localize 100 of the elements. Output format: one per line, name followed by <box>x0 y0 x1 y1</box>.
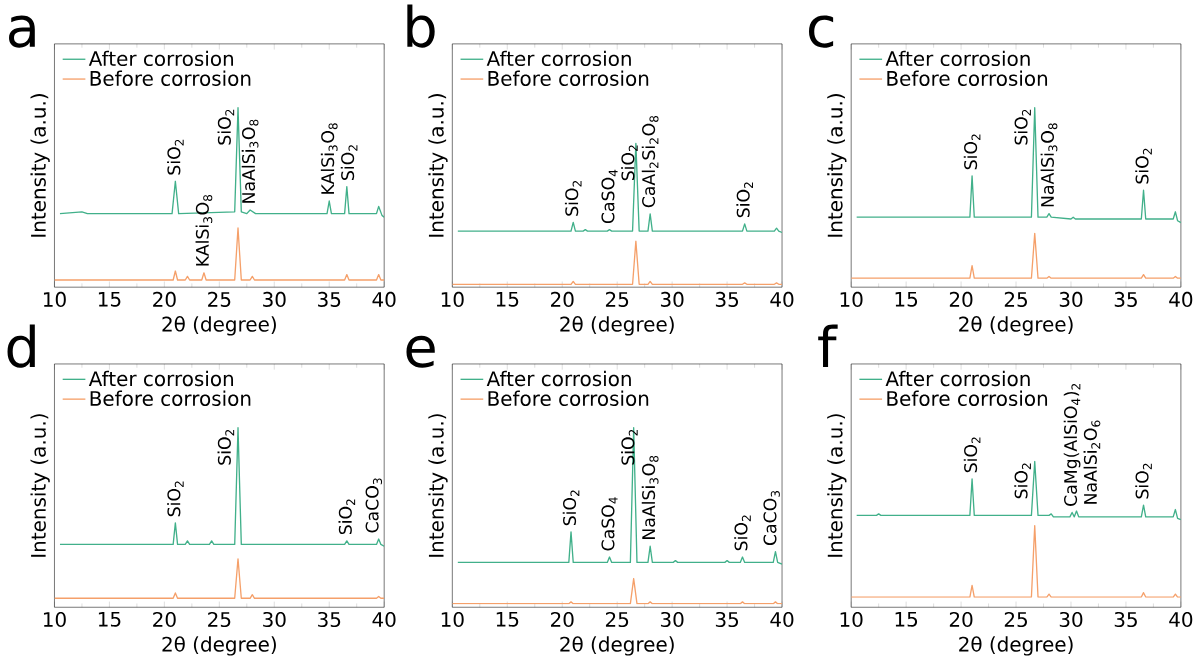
x-tick-label: 25 <box>605 611 629 627</box>
x-tick-label: 10 <box>840 611 863 627</box>
annotation: SiO$_{2}$ <box>217 429 235 465</box>
x-tick-label: 10 <box>840 291 863 307</box>
legend-label: After corrosion <box>486 370 631 387</box>
x-tick-label: 25 <box>605 291 629 307</box>
annotation: CaAl$_{2}$Si$_{2}$O$_{8}$ <box>641 115 659 208</box>
x-tick-label: 35 <box>318 291 341 307</box>
x-tick-label: 30 <box>1059 291 1083 307</box>
x-tick-label: 30 <box>660 611 684 627</box>
x-tick-label: 15 <box>98 611 121 627</box>
annotation: KAlSi$_{3}$O$_{8}$ <box>320 123 338 194</box>
x-tick-label: 20 <box>949 611 973 627</box>
annotation: SiO$_{2}$ <box>621 145 638 181</box>
x-tick-label: 20 <box>153 291 176 307</box>
chart-title: d <box>7 324 35 368</box>
x-tick-label: 25 <box>208 291 231 307</box>
x-axis-title: 2θ (degree) <box>162 636 276 656</box>
x-tick-label: 10 <box>441 611 464 627</box>
x-tick-label: 20 <box>153 611 176 627</box>
annotation: KAlSi$_{3}$O$_{8}$ <box>195 194 213 266</box>
x-tick-label: 25 <box>208 611 231 627</box>
annotation: SiO$_{2}$ <box>167 481 184 517</box>
y-axis-title: Intensity (a.u.) <box>827 414 847 557</box>
chart-title: b <box>407 4 435 48</box>
annotation: CaCO$_{3}$ <box>763 490 780 546</box>
annotation: SiO$_{2}$ <box>340 145 358 180</box>
annotation: NaAlSi$_{2}$O$_{6}$ <box>1083 420 1101 504</box>
y-axis-title: Intensity (a.u.) <box>428 94 448 237</box>
chart-title: e <box>406 335 435 368</box>
x-tick-label: 30 <box>263 611 286 627</box>
x-tick-label: 30 <box>263 291 286 307</box>
x-tick-label: 40 <box>1169 611 1193 627</box>
x-tick-label: 40 <box>770 291 794 307</box>
x-tick-label: 10 <box>43 291 66 307</box>
chart-title: f <box>818 324 838 367</box>
legend-label: Before corrosion <box>90 70 251 86</box>
annotation: NaAlSi$_{3}$O$_{8}$ <box>641 455 659 539</box>
x-axis-title: 2θ (degree) <box>959 636 1073 656</box>
legend-label: After corrosion <box>885 50 1030 67</box>
x-axis-title: 2θ (degree) <box>560 636 674 656</box>
x-tick-label: 15 <box>98 291 121 307</box>
x-tick-label: 10 <box>441 291 464 307</box>
x-tick-label: 15 <box>496 611 519 627</box>
x-tick-label: 40 <box>1169 291 1193 307</box>
y-axis-title: Intensity (a.u.) <box>827 94 847 237</box>
x-tick-label: 30 <box>660 291 684 307</box>
chart-title: c <box>808 15 834 48</box>
x-tick-label: 40 <box>372 611 396 627</box>
y-axis-title: Intensity (a.u.) <box>30 414 50 557</box>
legend-label: After corrosion <box>486 50 631 67</box>
annotation: CaSO$_{4}$ <box>601 497 618 551</box>
annotation: SiO$_{2}$ <box>1135 463 1152 499</box>
legend-label: Before corrosion <box>488 70 649 86</box>
annotation: CaCO$_{3}$ <box>365 478 383 533</box>
annotation: SiO$_{2}$ <box>736 182 753 218</box>
x-axis-title: 2θ (degree) <box>162 316 276 336</box>
y-axis-title: Intensity (a.u.) <box>30 94 50 237</box>
annotation: SiO$_{2}$ <box>1135 148 1152 184</box>
annotation: SiO$_{2}$ <box>734 515 751 551</box>
annotation: NaAlSi$_{3}$O$_{8}$ <box>1040 123 1058 207</box>
annotation: SiO$_{2}$ <box>1014 109 1031 145</box>
legend-label: After corrosion <box>885 370 1030 387</box>
x-axis-title: 2θ (degree) <box>560 316 674 336</box>
x-tick-label: 15 <box>895 611 918 627</box>
x-tick-label: 40 <box>770 611 794 627</box>
annotation: SiO$_{2}$ <box>167 139 184 175</box>
annotation: SiO$_{2}$ <box>1014 463 1031 499</box>
annotation: SiO$_{2}$ <box>621 429 638 465</box>
x-tick-label: 20 <box>949 291 973 307</box>
x-axis-title: 2θ (degree) <box>959 316 1073 336</box>
annotation: SiO$_{2}$ <box>963 134 981 170</box>
legend-label: After corrosion <box>88 50 233 67</box>
legend-label: Before corrosion <box>90 390 251 406</box>
annotation: SiO$_{2}$ <box>338 499 356 535</box>
x-tick-label: 35 <box>1114 611 1137 627</box>
annotation: SiO$_{2}$ <box>562 490 580 526</box>
x-tick-label: 35 <box>715 611 739 627</box>
annotation: CaSO$_{4}$ <box>601 169 618 224</box>
x-tick-label: 25 <box>1004 611 1027 627</box>
annotation: SiO$_{2}$ <box>963 437 981 473</box>
x-tick-label: 35 <box>715 291 739 307</box>
x-tick-label: 10 <box>43 611 66 627</box>
x-tick-label: 25 <box>1004 291 1027 307</box>
x-tick-label: 15 <box>895 291 918 307</box>
legend-label: Before corrosion <box>488 390 649 406</box>
y-axis-title: Intensity (a.u.) <box>428 414 448 557</box>
annotation: SiO$_{2}$ <box>217 109 235 145</box>
legend-label: Before corrosion <box>887 390 1048 406</box>
x-tick-label: 20 <box>551 611 574 627</box>
x-tick-label: 15 <box>496 291 519 307</box>
annotation: NaAlSi$_{3}$O$_{8}$ <box>241 119 259 203</box>
x-tick-label: 35 <box>1114 291 1137 307</box>
x-tick-label: 20 <box>551 291 574 307</box>
legend-label: Before corrosion <box>887 70 1048 86</box>
chart-title: a <box>9 15 35 48</box>
x-tick-label: 30 <box>1059 611 1083 627</box>
annotation: SiO$_{2}$ <box>564 180 582 216</box>
x-tick-label: 40 <box>372 291 396 307</box>
legend-label: After corrosion <box>88 370 233 387</box>
